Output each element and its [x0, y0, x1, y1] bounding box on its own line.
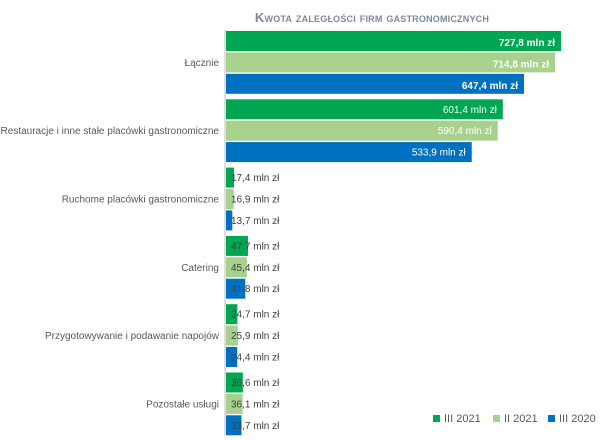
- bar: [226, 210, 233, 231]
- bar: [226, 257, 247, 278]
- legend-swatch: [548, 415, 555, 422]
- data-label: 13,7 mln zł: [231, 216, 280, 227]
- bar: [226, 393, 243, 414]
- bar: [226, 347, 238, 367]
- legend-label: III 2020: [559, 413, 596, 425]
- bar: [226, 372, 243, 393]
- data-label: 533,9 mln zł: [412, 148, 467, 159]
- data-label: 47,7 mln zł: [231, 241, 280, 252]
- legend-label: III 2021: [444, 413, 481, 425]
- bar: [226, 304, 238, 325]
- data-label: 714,8 mln zł: [493, 59, 549, 70]
- data-label: 24,7 mln zł: [231, 310, 280, 321]
- category-label: Łącznie: [185, 58, 220, 69]
- bar: [226, 167, 235, 188]
- category-label: Ruchome placówki gastronomiczne: [62, 195, 220, 206]
- bar: [226, 52, 556, 73]
- data-label: 16,9 mln zł: [231, 195, 280, 206]
- legend-swatch: [493, 415, 500, 422]
- data-label: 45,4 mln zł: [231, 263, 280, 274]
- chart-title: Kwota zaległości firm gastronomicznych: [255, 10, 489, 25]
- data-label: 727,8 mln zł: [499, 38, 555, 49]
- category-label: Restauracje i inne stałe placówki gastro…: [1, 126, 220, 137]
- bar: [226, 325, 238, 346]
- bar: [226, 31, 561, 51]
- bar: [226, 415, 242, 436]
- category-label: Pozostałe usługi: [146, 399, 219, 410]
- data-label: 590,4 mln zł: [438, 126, 493, 137]
- data-label: 647,4 mln zł: [462, 81, 518, 92]
- data-label: 36,6 mln zł: [231, 378, 280, 389]
- category-label: Catering: [181, 263, 219, 274]
- bar: [226, 73, 524, 94]
- category-labels: Łącznie Restauracje i inne stałe placówki…: [1, 58, 220, 410]
- data-label: 24,4 mln zł: [231, 353, 280, 364]
- legend-swatch: [433, 415, 440, 422]
- bar: [226, 235, 248, 256]
- legend-label: II 2021: [504, 413, 538, 425]
- data-label: 36,1 mln zł: [231, 399, 280, 410]
- data-label: 601,4 mln zł: [443, 105, 498, 116]
- data-label: 25,9 mln zł: [231, 331, 280, 342]
- data-label: 17,4 mln zł: [231, 173, 280, 184]
- bars-layer: 727,8 mln zł 714,8 mln zł 647,4 mln zł 601,…: [226, 31, 561, 436]
- bar: [226, 189, 234, 209]
- bar: [226, 142, 472, 163]
- data-label: 33,7 mln zł: [231, 421, 280, 432]
- bar: [226, 120, 498, 141]
- category-label: Przygotowywanie i podawanie napojów: [45, 331, 220, 342]
- legend: III 2021 II 2021 III 2020: [433, 413, 596, 425]
- bar: [226, 278, 246, 299]
- bar: [226, 99, 503, 120]
- data-label: 41,8 mln zł: [231, 284, 280, 295]
